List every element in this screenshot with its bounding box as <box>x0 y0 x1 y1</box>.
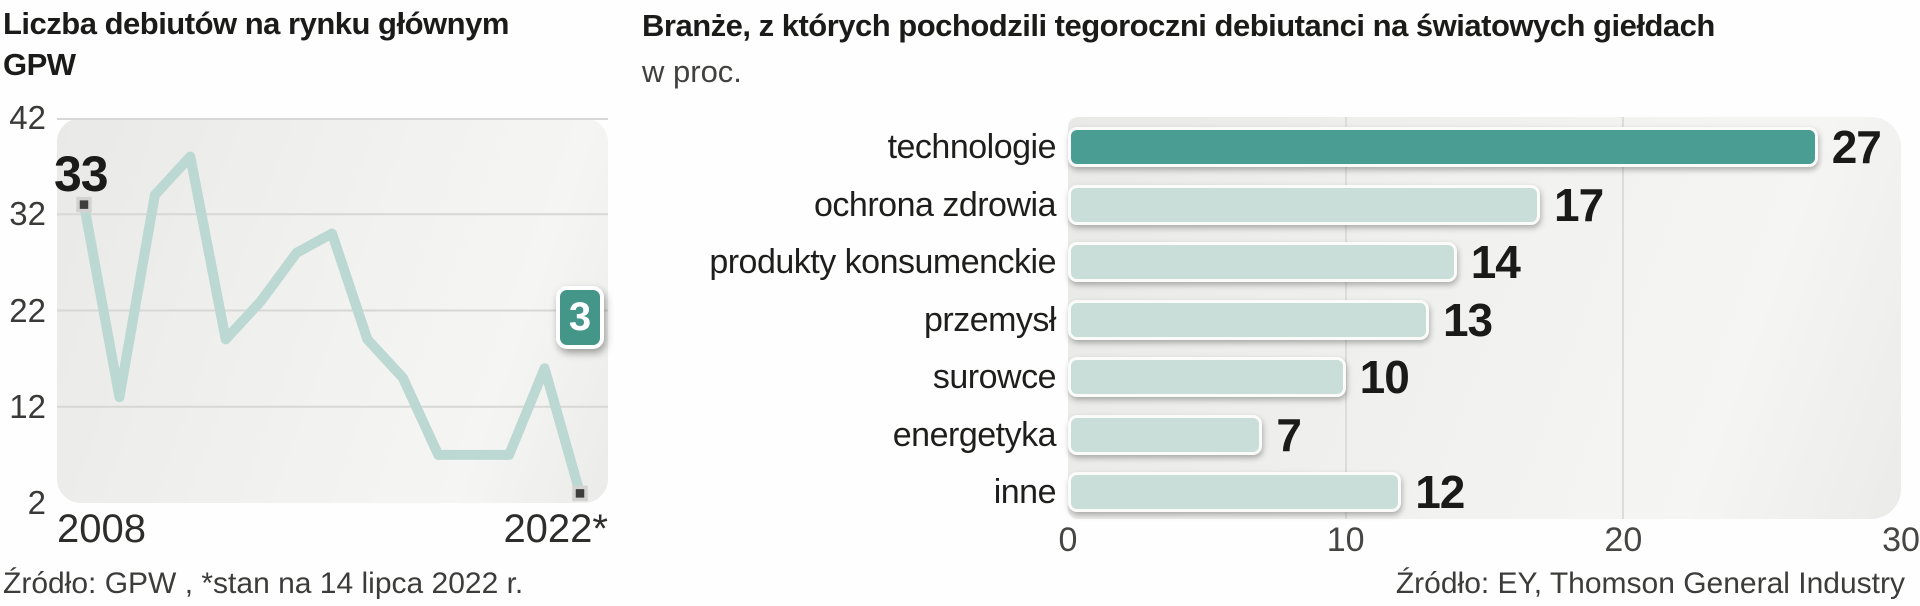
category-label: surowce <box>932 358 1057 396</box>
x-axis-tick: 10 <box>1326 521 1365 559</box>
y-axis-label: 2 <box>27 484 46 521</box>
y-axis-label: 12 <box>9 387 46 425</box>
bar <box>1068 127 1818 167</box>
bar-value-label: 10 <box>1359 351 1410 403</box>
line-plot-area <box>57 118 608 503</box>
left-chart-title: Liczba debiutów na rynku głównym GPW <box>3 4 623 86</box>
bar <box>1068 242 1457 282</box>
x-axis-tick: 20 <box>1604 521 1643 559</box>
category-label: przemysł <box>923 300 1057 339</box>
last-value-badge-text: 3 <box>568 295 592 339</box>
category-label: produkty konsumenckie <box>709 243 1056 281</box>
right-chart-title: Branże, z których pochodzili tegoroczni … <box>642 8 1715 43</box>
category-label: ochrona zdrowia <box>814 185 1056 224</box>
line-chart-svg <box>57 118 608 502</box>
y-axis-label: 32 <box>9 195 46 233</box>
vertical-gridline <box>1622 117 1625 519</box>
category-label: energetyka <box>892 415 1057 454</box>
last-value-badge: 3 <box>556 286 604 349</box>
bar <box>1068 299 1429 340</box>
left-chart-title-line1: Liczba debiutów na rynku głównym <box>3 6 509 41</box>
y-axis-label: 42 <box>9 99 46 136</box>
bar-value-label: 12 <box>1415 466 1465 518</box>
category-label: inne <box>993 473 1057 511</box>
right-chart-subtitle: w proc. <box>642 54 742 89</box>
bar-value-label: 14 <box>1470 236 1521 288</box>
point-marker <box>572 485 588 502</box>
left-source: Źródło: GPW , *stan na 14 lipca 2022 r. <box>3 567 524 600</box>
point-marker <box>76 196 92 213</box>
line-series <box>79 151 585 499</box>
bar <box>1068 414 1263 455</box>
bar-value-label: 13 <box>1442 293 1493 346</box>
bar <box>1068 472 1402 512</box>
first-point-value-label: 33 <box>54 146 109 202</box>
x-axis-label-last: 2022* <box>503 507 608 551</box>
left-chart-title-line2: GPW <box>3 46 76 82</box>
y-axis-label: 22 <box>9 291 46 329</box>
x-axis-tick: 0 <box>1058 521 1078 559</box>
right-source: Źródło: EY, Thomson General Industry <box>1395 567 1905 600</box>
bar-value-label: 17 <box>1554 178 1604 231</box>
bar-value-label: 27 <box>1831 121 1882 173</box>
x-axis-label-first: 2008 <box>57 507 146 551</box>
category-label: technologie <box>887 128 1057 166</box>
x-axis-tick: 30 <box>1882 521 1920 559</box>
bar <box>1068 184 1541 225</box>
bar-value-label: 7 <box>1276 408 1302 461</box>
bar <box>1068 357 1346 397</box>
